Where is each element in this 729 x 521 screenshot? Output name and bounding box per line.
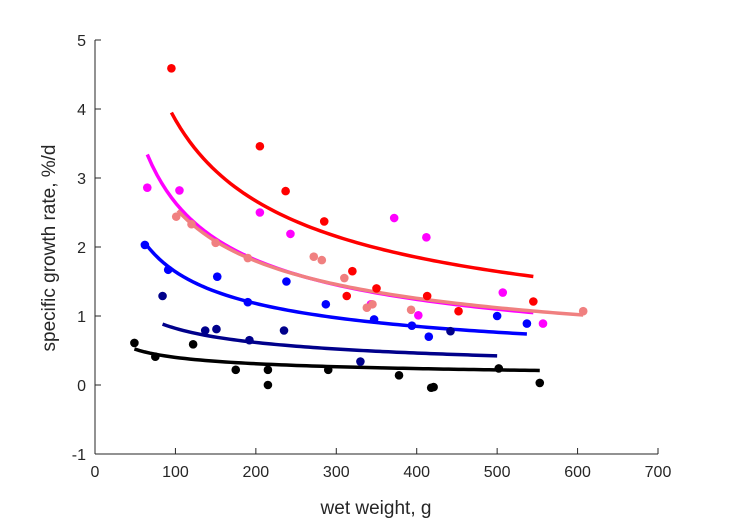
- data-point: [281, 186, 290, 196]
- data-point: [187, 219, 196, 229]
- x-tick-label: 300: [323, 464, 350, 481]
- data-point: [255, 141, 265, 151]
- data-point: [243, 253, 253, 263]
- data-point: [130, 338, 139, 348]
- data-point: [454, 306, 463, 316]
- y-tick-label: 3: [77, 171, 86, 188]
- x-tick-label: 500: [484, 464, 511, 481]
- data-point: [446, 326, 455, 336]
- data-point: [424, 332, 434, 342]
- data-points-layer: [130, 63, 588, 393]
- data-point: [368, 299, 377, 309]
- data-point: [200, 326, 210, 335]
- data-point: [188, 339, 198, 349]
- data-point: [212, 324, 221, 334]
- data-point: [323, 365, 333, 375]
- data-point: [212, 272, 222, 281]
- data-point: [494, 364, 504, 373]
- data-point: [492, 311, 502, 321]
- data-point: [356, 357, 365, 366]
- x-tick-label: 100: [162, 464, 189, 481]
- data-point: [389, 213, 399, 223]
- y-tick-label: 2: [77, 240, 86, 257]
- data-point: [522, 319, 532, 328]
- data-point: [372, 284, 381, 293]
- data-point: [394, 371, 404, 380]
- data-point: [578, 306, 588, 316]
- y-tick-label: 1: [77, 309, 86, 326]
- data-point: [535, 378, 545, 388]
- y-tick-label: 0: [77, 378, 86, 395]
- data-point: [538, 319, 548, 328]
- data-point: [211, 238, 220, 248]
- x-tick-label: 400: [403, 464, 430, 481]
- data-point: [282, 277, 291, 286]
- data-point: [406, 305, 416, 315]
- x-tick-label: 0: [91, 464, 100, 481]
- data-point: [317, 255, 327, 265]
- data-point: [422, 291, 432, 301]
- data-point: [171, 212, 181, 221]
- data-point: [348, 266, 357, 276]
- data-point: [321, 299, 331, 309]
- fit-curve-4: [143, 241, 527, 336]
- data-point: [422, 233, 431, 242]
- data-point: [340, 273, 349, 283]
- data-point: [309, 252, 319, 261]
- data-point: [529, 297, 538, 306]
- data-point: [163, 265, 173, 275]
- data-point: [243, 297, 253, 307]
- y-tick-label: -1: [72, 447, 86, 464]
- fit-curve-6: [133, 347, 540, 373]
- x-tick-label: 200: [243, 464, 270, 481]
- data-point: [151, 352, 160, 362]
- x-axis-label: wet weight, g: [320, 498, 432, 519]
- data-point: [142, 183, 152, 192]
- data-point: [245, 335, 254, 345]
- data-point: [167, 63, 176, 73]
- data-point: [342, 291, 352, 301]
- axes-layer: 0 100 200 300 400 500 600 700 -1 0 1 2 3 4 5: [72, 33, 672, 481]
- y-tick-label: 4: [77, 102, 86, 119]
- data-point: [498, 288, 508, 297]
- data-point: [429, 382, 438, 392]
- fit-curve-5: [161, 322, 498, 358]
- data-point: [286, 229, 295, 239]
- data-point: [231, 365, 241, 375]
- data-point: [369, 315, 379, 324]
- data-point: [158, 291, 167, 301]
- data-point: [279, 326, 289, 335]
- x-tick-label: 600: [564, 464, 591, 481]
- y-tick-label: 5: [77, 33, 86, 50]
- data-point: [414, 311, 423, 320]
- data-point: [263, 365, 273, 375]
- data-point: [319, 217, 329, 226]
- data-point: [175, 186, 184, 195]
- y-axis-label: specific growth rate, %/d: [39, 145, 60, 352]
- data-point: [263, 380, 273, 390]
- data-point: [255, 208, 265, 217]
- fit-curve-1: [169, 111, 534, 279]
- data-point: [407, 321, 417, 330]
- data-point: [140, 240, 150, 250]
- x-tick-label: 700: [645, 464, 672, 481]
